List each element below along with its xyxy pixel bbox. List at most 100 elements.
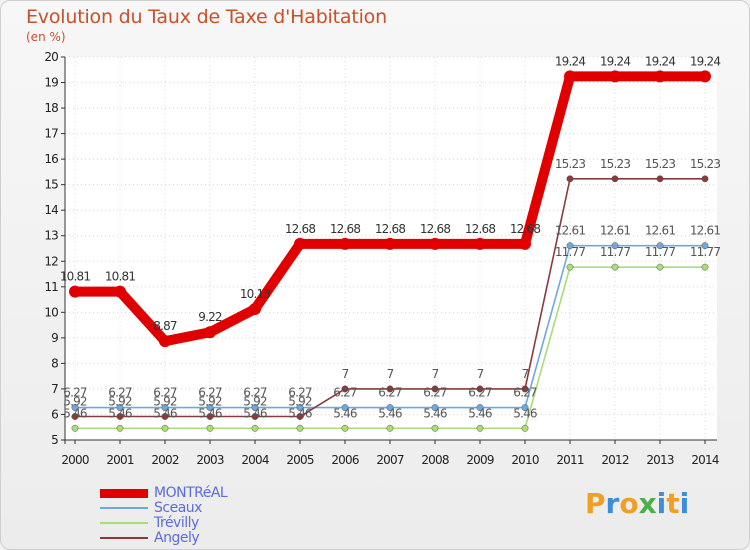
y-tick-label: 9 bbox=[51, 331, 58, 345]
legend-label: Sceaux bbox=[154, 500, 202, 516]
data-point bbox=[69, 285, 81, 298]
data-point bbox=[566, 175, 574, 183]
logo-letter: t bbox=[666, 487, 680, 520]
y-tick-label: 7 bbox=[51, 382, 58, 396]
x-tick-label: 2007 bbox=[376, 453, 404, 467]
y-tick-label: 5 bbox=[51, 433, 58, 447]
data-label: 5.92 bbox=[243, 395, 267, 409]
y-tick-label: 8 bbox=[51, 356, 58, 370]
x-tick-label: 2010 bbox=[511, 453, 539, 467]
x-tick-label: 2014 bbox=[691, 453, 719, 467]
data-point bbox=[566, 263, 574, 271]
data-point bbox=[249, 303, 261, 316]
data-point bbox=[701, 175, 709, 183]
data-point bbox=[71, 413, 79, 420]
data-point bbox=[339, 237, 351, 250]
data-point bbox=[611, 175, 619, 183]
x-tick-label: 2006 bbox=[331, 453, 359, 467]
data-point bbox=[114, 285, 126, 298]
data-label: 12.61 bbox=[645, 224, 676, 238]
data-point bbox=[431, 424, 439, 432]
data-label: 5.46 bbox=[243, 406, 267, 420]
data-point bbox=[386, 385, 394, 393]
data-label: 11.77 bbox=[555, 245, 586, 259]
data-label: 11.77 bbox=[600, 245, 631, 259]
data-label: 15.23 bbox=[690, 157, 721, 171]
data-point bbox=[611, 242, 619, 250]
data-label: 7 bbox=[432, 367, 439, 381]
logo-letter: o bbox=[619, 487, 639, 520]
data-label: 5.46 bbox=[198, 406, 222, 420]
logo-letter: P bbox=[585, 487, 606, 520]
legend-label: MONTRéAL bbox=[154, 485, 228, 501]
data-point bbox=[476, 385, 484, 393]
y-tick-label: 18 bbox=[44, 101, 58, 115]
data-label: 12.61 bbox=[690, 224, 721, 238]
data-point bbox=[159, 335, 171, 348]
data-label: 19.24 bbox=[645, 54, 676, 68]
legend-swatch bbox=[100, 507, 148, 509]
data-label: 8.87 bbox=[153, 319, 177, 333]
data-point bbox=[116, 424, 124, 432]
data-point bbox=[564, 70, 576, 83]
logo-letter: i bbox=[656, 487, 667, 520]
data-point bbox=[656, 175, 664, 183]
data-label: 6.27 bbox=[243, 386, 267, 400]
data-label: 12.61 bbox=[555, 224, 586, 238]
data-point bbox=[384, 237, 396, 250]
x-tick-label: 2011 bbox=[556, 453, 584, 467]
data-label: 5.46 bbox=[468, 406, 492, 420]
data-label: 5.92 bbox=[198, 395, 222, 409]
y-tick-label: 20 bbox=[44, 50, 58, 64]
data-label: 6.27 bbox=[513, 386, 537, 400]
legend-label: Angely bbox=[154, 530, 200, 546]
legend-swatch bbox=[100, 489, 148, 498]
data-label: 11.77 bbox=[645, 245, 676, 259]
y-tick-label: 11 bbox=[44, 280, 58, 294]
data-point bbox=[161, 424, 169, 432]
data-label: 12.68 bbox=[465, 222, 496, 236]
data-point bbox=[519, 237, 531, 250]
data-point bbox=[294, 237, 306, 250]
data-label: 6.27 bbox=[333, 386, 357, 400]
data-label: 12.68 bbox=[510, 222, 541, 236]
data-point bbox=[251, 404, 259, 412]
data-point bbox=[206, 424, 214, 432]
x-tick-label: 2003 bbox=[196, 453, 224, 467]
x-tick-label: 2012 bbox=[601, 453, 629, 467]
y-tick-label: 17 bbox=[44, 127, 58, 141]
data-label: 5.92 bbox=[108, 395, 132, 409]
data-point bbox=[206, 413, 214, 420]
data-label: 5.46 bbox=[288, 406, 312, 420]
y-tick-label: 16 bbox=[44, 152, 58, 166]
data-label: 7 bbox=[477, 367, 484, 381]
data-label: 5.46 bbox=[378, 406, 402, 420]
x-tick-label: 2001 bbox=[106, 453, 134, 467]
data-point bbox=[116, 404, 124, 412]
data-point bbox=[161, 404, 169, 412]
data-point bbox=[71, 424, 79, 432]
data-label: 19.24 bbox=[600, 54, 631, 68]
legend-label: Trévilly bbox=[154, 515, 199, 531]
data-point bbox=[251, 424, 259, 432]
data-point bbox=[566, 242, 574, 250]
data-point bbox=[521, 404, 529, 412]
x-tick-label: 2004 bbox=[241, 453, 269, 467]
data-point bbox=[654, 70, 666, 83]
data-label: 11.77 bbox=[690, 245, 721, 259]
data-label: 7 bbox=[342, 367, 349, 381]
x-tick-label: 2002 bbox=[151, 453, 179, 467]
data-point bbox=[341, 424, 349, 432]
data-point bbox=[429, 237, 441, 250]
x-tick-label: 2009 bbox=[466, 453, 494, 467]
data-point bbox=[386, 404, 394, 412]
data-label: 6.27 bbox=[378, 386, 402, 400]
data-label: 6.27 bbox=[288, 386, 312, 400]
chart-title: Evolution du Taux de Taxe d'Habitation bbox=[26, 6, 387, 28]
y-axis-unit-label: (en %) bbox=[26, 30, 66, 44]
data-label: 6.27 bbox=[63, 386, 87, 400]
data-point bbox=[296, 413, 304, 420]
data-point bbox=[701, 263, 709, 271]
x-tick-label: 2000 bbox=[61, 453, 89, 467]
y-tick-label: 12 bbox=[44, 254, 58, 268]
